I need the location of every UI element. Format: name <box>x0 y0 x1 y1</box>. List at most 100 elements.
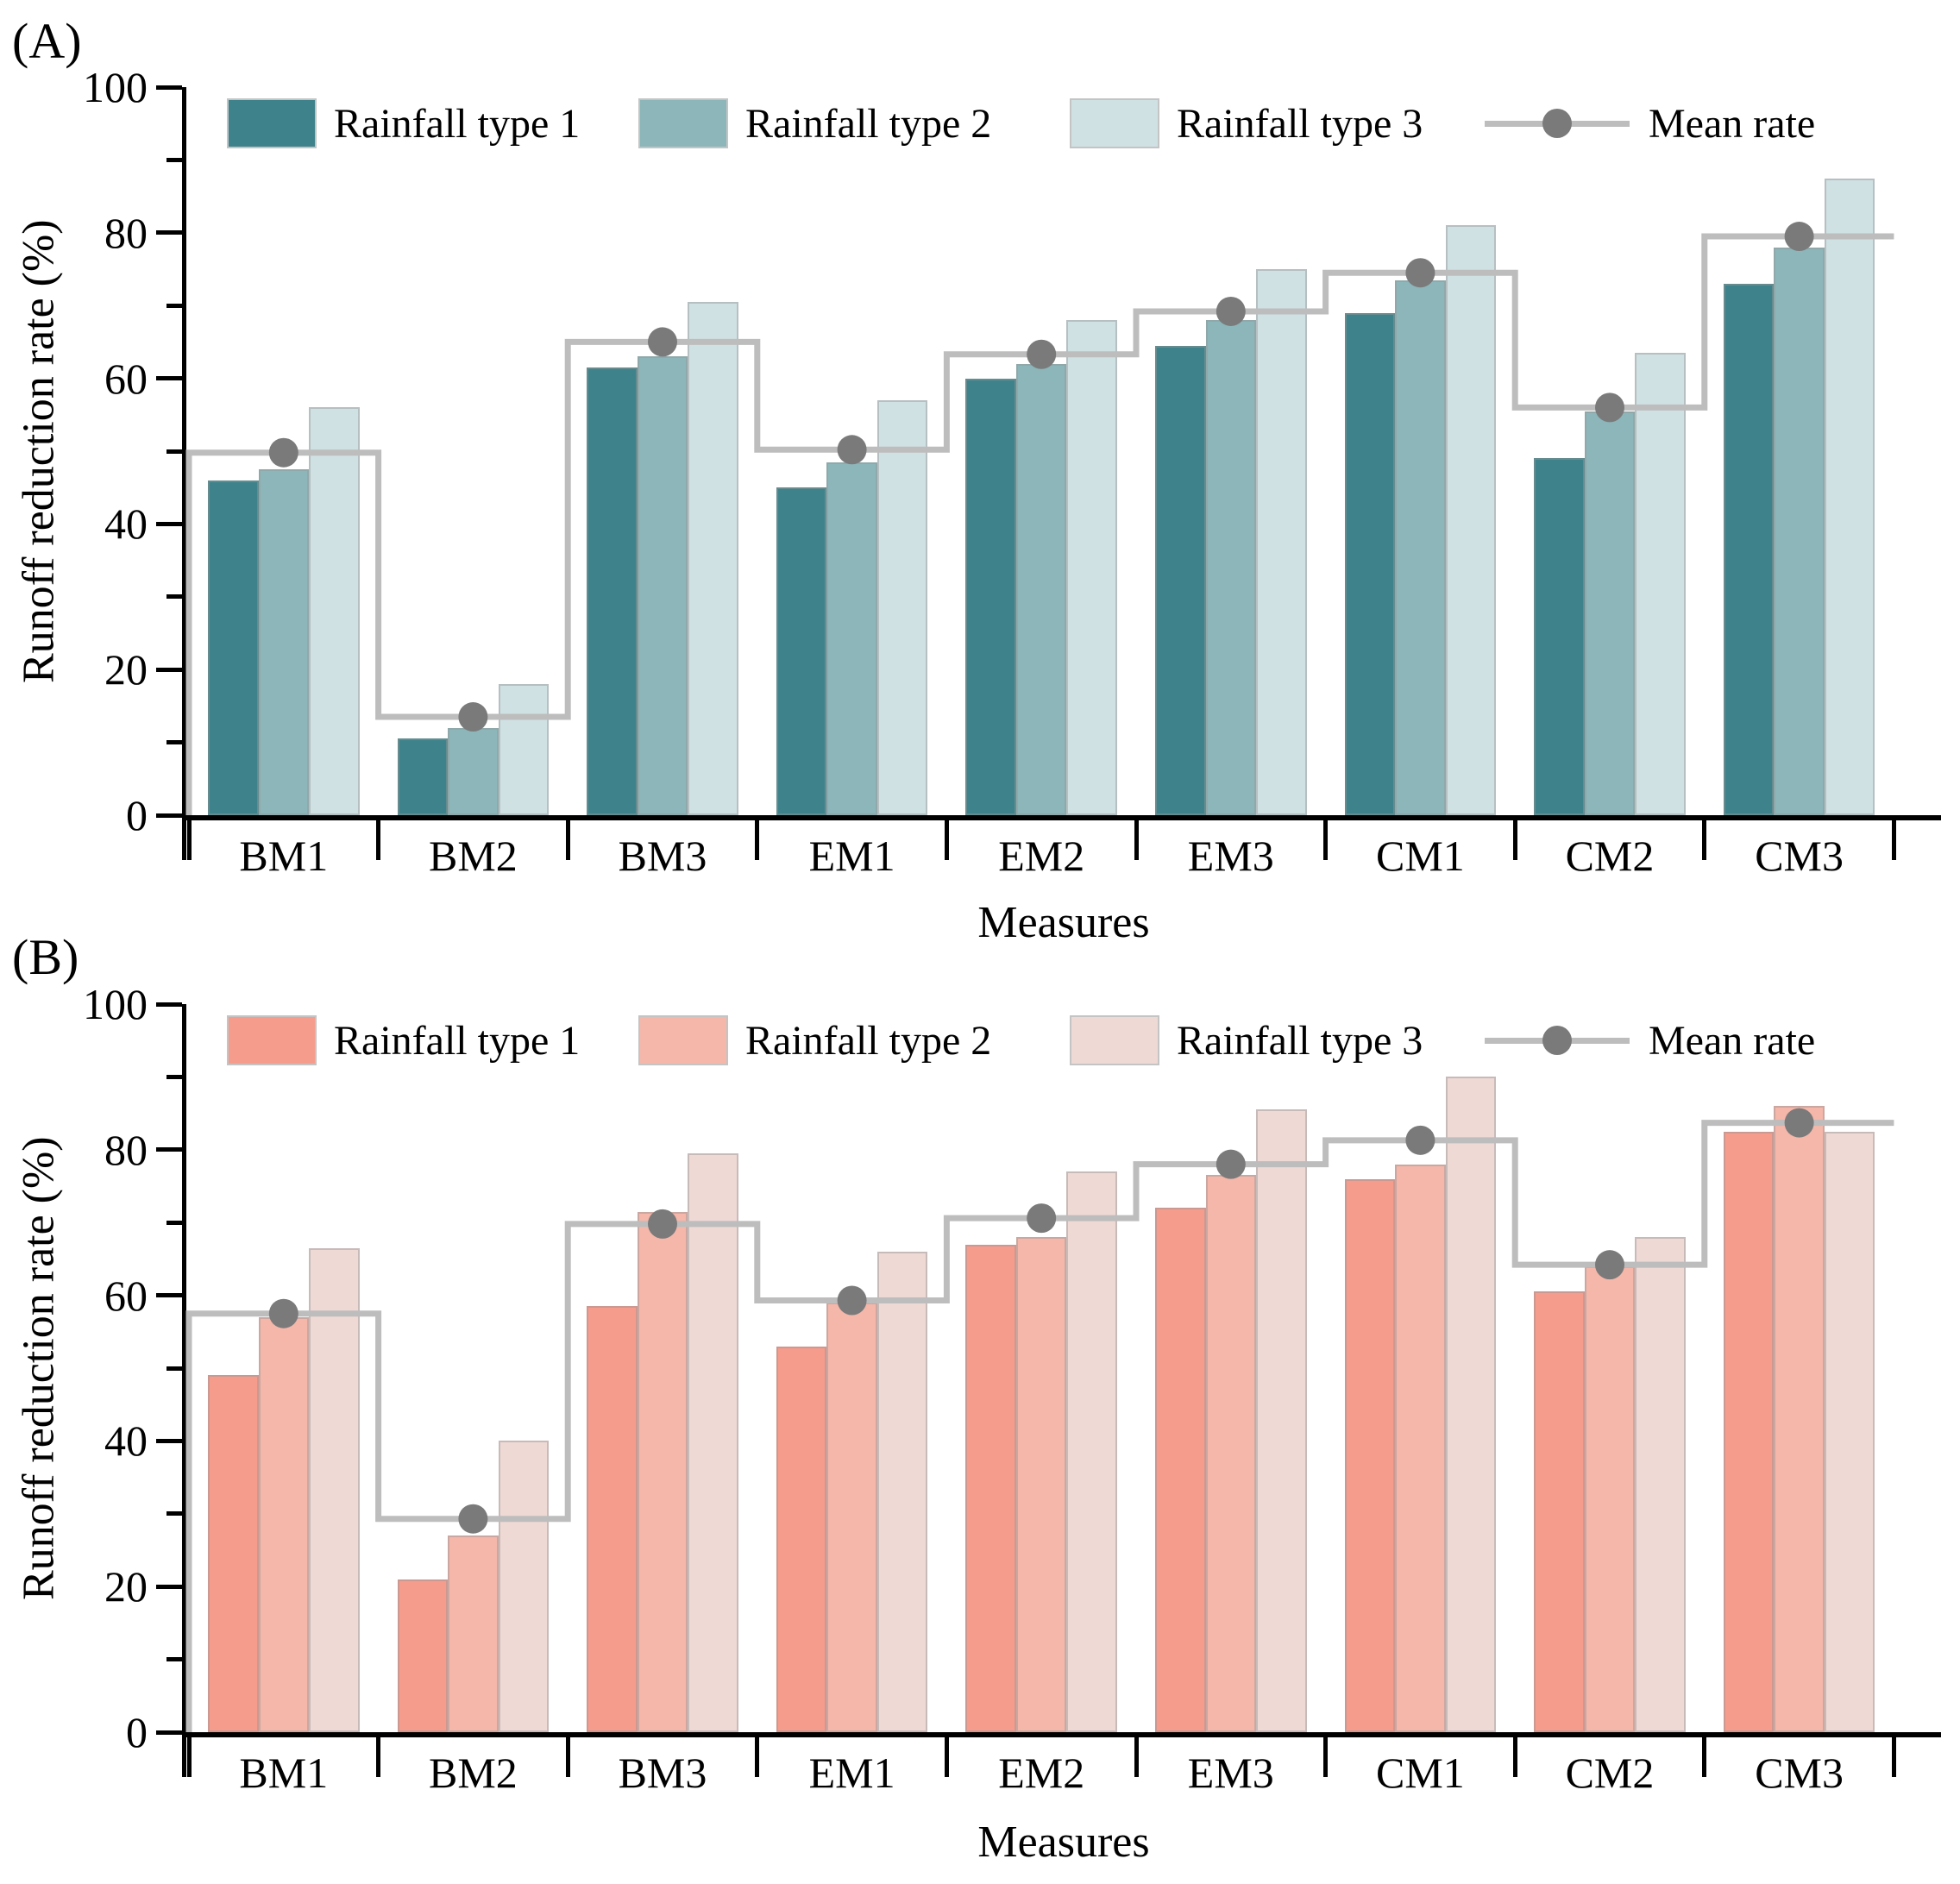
panel-b-bar-BM3-series1 <box>587 1306 638 1732</box>
panel-b-y-tick-0 <box>156 1730 182 1735</box>
panel-a-mean-dot-BM1 <box>268 437 298 468</box>
panel-b-legend-label-1: Rainfall type 1 <box>334 1017 581 1064</box>
panel-a-category-label-EM3: EM3 <box>1187 832 1274 880</box>
panel-b-y-tick-100 <box>156 1002 182 1007</box>
panel-b-legend-swatch-1 <box>227 1015 317 1065</box>
panel-b-legend-item-1: Rainfall type 1 <box>227 1013 580 1068</box>
panel-a-y-tick-60 <box>156 376 182 381</box>
panel-b-bar-EM1-series3 <box>876 1251 928 1732</box>
panel-b-legend-mean-symbol <box>1485 1013 1630 1068</box>
panel-a-bar-EM2-series2 <box>1015 363 1067 815</box>
panel-a-legend-swatch-3 <box>1070 98 1159 148</box>
panel-a-mean-rate-line <box>185 222 1894 815</box>
panel-a-mean-dot-EM3 <box>1216 296 1246 326</box>
panel-b-y-tick-90 <box>166 1074 182 1079</box>
panel-b-category-label-EM2: EM2 <box>998 1749 1085 1797</box>
panel-b-category-label-BM1: BM1 <box>239 1749 329 1797</box>
panel-b-category-label-BM3: BM3 <box>618 1749 707 1797</box>
panel-a-bar-EM3-series1 <box>1155 345 1206 815</box>
panel-a-x-tick-5 <box>1134 815 1139 860</box>
panel-b-y-tick-80 <box>156 1147 182 1152</box>
panel-a-bar-BM1-series2 <box>258 469 310 815</box>
panel-b-mean-dot-BM3 <box>648 1209 677 1239</box>
panel-b-bar-EM3-series1 <box>1155 1208 1206 1732</box>
panel-b-y-tick-50 <box>166 1366 182 1371</box>
panel-b-y-tick-60 <box>156 1293 182 1298</box>
panel-b-x-tick-6 <box>1323 1732 1329 1777</box>
panel-b-bar-CM2-series3 <box>1635 1237 1686 1732</box>
panel-a-bar-EM3-series2 <box>1205 320 1257 815</box>
panel-b-mean-dot-BM2 <box>458 1504 488 1534</box>
panel-b-bar-CM1-series3 <box>1445 1077 1497 1732</box>
panel-a-x-tick-8 <box>1702 815 1707 860</box>
panel-a-category-label-CM3: CM3 <box>1755 832 1844 880</box>
panel-a-mean-dot-BM3 <box>648 327 677 357</box>
panel-b-y-tick-label-20: 20 <box>104 1562 148 1611</box>
panel-b-y-tick-30 <box>166 1511 182 1517</box>
panel-a-y-tick-30 <box>166 594 182 600</box>
panel-a-y-tick-80 <box>156 230 182 236</box>
panel-b-bar-CM2-series2 <box>1584 1265 1636 1732</box>
panel-a-letter: (A) <box>12 13 82 69</box>
panel-a-y-tick-label-100: 100 <box>83 63 148 111</box>
panel-b-x-tick-1 <box>376 1732 381 1777</box>
panel-a-bar-BM2-series1 <box>397 738 449 815</box>
panel-b-bar-CM1-series2 <box>1395 1164 1446 1732</box>
panel-a-category-label-BM3: BM3 <box>618 832 707 880</box>
panel-a-legend-mean-symbol <box>1485 96 1630 151</box>
panel-a-x-tick-3 <box>755 815 760 860</box>
panel-b-legend-swatch-2 <box>638 1015 728 1065</box>
panel-a-legend-item-2: Rainfall type 2 <box>638 96 991 151</box>
panel-a-bar-CM1-series2 <box>1395 279 1446 815</box>
panel-b-x-tick-4 <box>944 1732 949 1777</box>
panel-b-x-axis-line <box>182 1732 1941 1737</box>
panel-b-bar-CM2-series1 <box>1534 1291 1585 1732</box>
panel-b-legend-item-2: Rainfall type 2 <box>638 1013 991 1068</box>
panel-b-x-tick-7 <box>1512 1732 1517 1777</box>
panel-b-x-tick-5 <box>1134 1732 1139 1777</box>
panel-a-y-tick-10 <box>166 740 182 745</box>
panel-b-category-label-BM2: BM2 <box>428 1749 518 1797</box>
panel-a-legend-item-3: Rainfall type 3 <box>1070 96 1423 151</box>
panel-a-y-axis-line <box>182 87 186 860</box>
panel-a-bar-EM1-series3 <box>876 399 928 815</box>
panel-a-y-tick-40 <box>156 521 182 526</box>
panel-a-category-label-BM2: BM2 <box>428 832 518 880</box>
panel-a-mean-dot-CM3 <box>1784 222 1814 252</box>
panel-a-bar-CM3-series1 <box>1723 283 1775 815</box>
panel-a-mean-dot-EM1 <box>837 435 867 465</box>
panel-a-y-tick-label-0: 0 <box>126 791 148 839</box>
panel-a-category-label-EM1: EM1 <box>808 832 895 880</box>
panel-b-legend-mean-dot-icon <box>1542 1026 1572 1055</box>
panel-b-bar-BM2-series1 <box>397 1579 449 1732</box>
panel-b-bar-EM3-series3 <box>1256 1109 1307 1732</box>
panel-b-y-tick-label-40: 40 <box>104 1416 148 1466</box>
panel-b-bar-CM3-series1 <box>1723 1131 1775 1732</box>
panel-b-letter: (B) <box>12 929 79 985</box>
panel-a-legend-swatch-2 <box>638 98 728 148</box>
panel-a-bar-CM2-series2 <box>1584 411 1636 815</box>
panel-b-x-tick-3 <box>755 1732 760 1777</box>
panel-a-bar-CM2-series3 <box>1635 353 1686 815</box>
panel-b-mean-dot-EM2 <box>1027 1203 1057 1234</box>
panel-a-y-tick-70 <box>166 303 182 308</box>
panel-a-y-tick-label-80: 80 <box>104 208 148 257</box>
panel-b-bar-BM2-series2 <box>448 1535 499 1732</box>
panel-a-x-tick-1 <box>376 815 381 860</box>
panel-a-bar-CM1-series3 <box>1445 225 1497 815</box>
panel-a-x-tick-7 <box>1512 815 1517 860</box>
panel-b-x-tick-9 <box>1891 1732 1896 1777</box>
panel-a-mean-dot-CM2 <box>1595 392 1624 423</box>
panel-a-y-tick-0 <box>156 813 182 818</box>
panel-a-y-tick-90 <box>166 157 182 162</box>
panel-b-legend-swatch-3 <box>1070 1015 1159 1065</box>
panel-b-mean-dot-CM2 <box>1595 1250 1624 1280</box>
panel-a-y-tick-100 <box>156 85 182 90</box>
panel-a-bar-CM3-series2 <box>1774 247 1825 815</box>
panel-a-legend-label-2: Rainfall type 2 <box>745 100 992 147</box>
panel-b-mean-dot-EM3 <box>1216 1149 1246 1179</box>
panel-b-bar-BM1-series1 <box>208 1375 259 1732</box>
panel-a-x-axis-title: Measures <box>977 898 1150 947</box>
panel-a-bar-BM1-series3 <box>309 407 360 815</box>
panel-a-bar-EM1-series2 <box>826 462 877 815</box>
